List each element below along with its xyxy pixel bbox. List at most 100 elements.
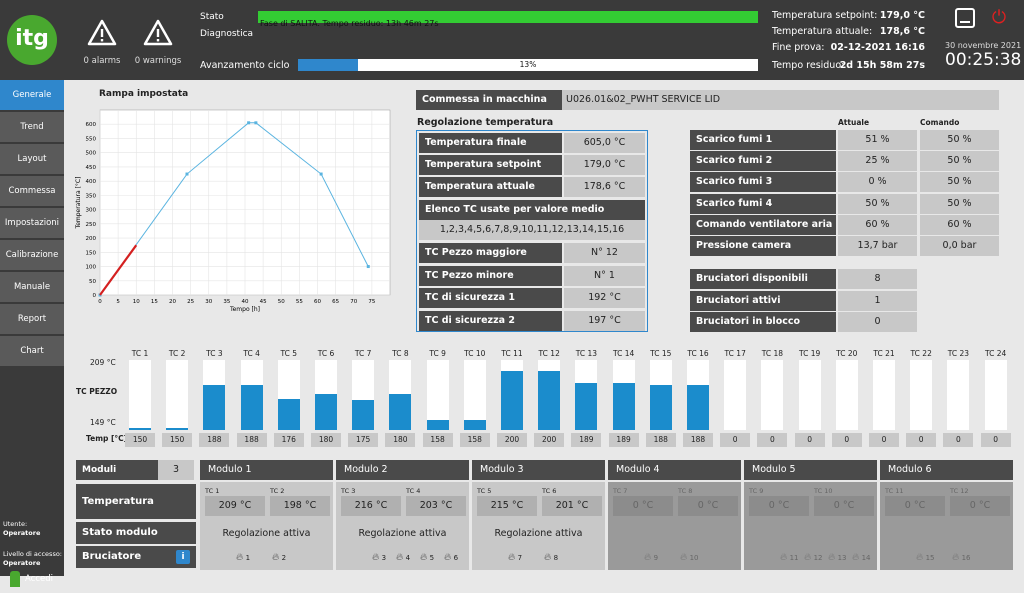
tc-value-1: 150 xyxy=(125,433,155,447)
sidebar-item-chart[interactable]: Chart xyxy=(0,336,64,367)
modulo-tc-name: TC 8 xyxy=(678,487,693,495)
moduli-abilitati-value: 3 xyxy=(158,460,194,480)
sidebar-item-impostazioni[interactable]: Impostazioni xyxy=(0,208,64,239)
tc-name-13: TC 13 xyxy=(575,349,598,358)
sidebar-item-manuale[interactable]: Manuale xyxy=(0,272,64,303)
series-line-2 xyxy=(99,244,138,296)
reg2-label-2: TC Pezzo minore xyxy=(419,265,562,286)
tc-bar-fill-7 xyxy=(352,399,375,430)
burner-number: 8 xyxy=(553,554,559,562)
scarico-label-6: Pressione camera xyxy=(690,236,836,256)
series-line-1 xyxy=(99,122,369,296)
tc-name-4: TC 4 xyxy=(243,349,260,358)
flame-icon: 🔥︎ 13 xyxy=(828,552,847,563)
x-tick-label: 0 xyxy=(98,299,102,305)
reg-label-3: Temperatura attuale xyxy=(419,177,562,197)
tc-name-18: TC 18 xyxy=(761,349,784,358)
tc-bar-12 xyxy=(538,360,561,430)
sidebar-item-calibrazione-tc[interactable]: Calibrazione TC xyxy=(0,240,64,291)
y-axis-label: Temperatura [°C] xyxy=(75,177,82,230)
flame-icon: 🔥︎ 12 xyxy=(804,552,823,563)
moduli-abilitati-label: Moduli abilitati xyxy=(76,460,158,495)
sidebar-item-generale[interactable]: Generale xyxy=(0,80,64,111)
burner-number: 6 xyxy=(453,554,459,562)
clock: 00:25:38 xyxy=(945,50,1022,70)
power-icon[interactable]: ⏻ xyxy=(991,7,1007,28)
modulo-tc-name: TC 7 xyxy=(613,487,628,495)
x-tick-label: 25 xyxy=(187,299,194,305)
accedi-button[interactable]: Accedi xyxy=(0,565,64,593)
burner-number: 5 xyxy=(429,554,435,562)
sidebar-item-report[interactable]: Report xyxy=(0,304,64,335)
reg2-label-3: TC di sicurezza 1 xyxy=(419,288,562,308)
warning-icon xyxy=(87,19,117,46)
tc-value-19: 0 xyxy=(794,433,825,447)
modulo-tc-value: 0 °C xyxy=(814,496,874,516)
modulo-body-3: TC 5 215 °C TC 6 201 °C Regolazione attiva 🔥︎… xyxy=(472,482,605,570)
tc-bar-8 xyxy=(389,360,412,430)
bruciatori-value-3: 0 xyxy=(838,312,917,332)
col-attuale: Attuale xyxy=(838,118,870,127)
burner-number: 13 xyxy=(837,554,847,562)
tc-bar-fill-15 xyxy=(649,384,672,430)
tc-bar-fill-5 xyxy=(277,398,300,430)
modulo-tc-value: 0 °C xyxy=(678,496,738,516)
y-tick-label: 400 xyxy=(86,179,97,185)
burner-number: 14 xyxy=(861,554,871,562)
reg2-value-3: 192 °C xyxy=(564,288,645,308)
reg-value-2: 179,0 °C xyxy=(564,155,645,175)
modulo-tc-name: TC 1 xyxy=(205,487,220,495)
modulo-tc-name: TC 2 xyxy=(270,487,285,495)
tc-bar-15 xyxy=(649,360,672,430)
tc-bar-3 xyxy=(203,360,226,430)
tc-bar-4 xyxy=(240,360,263,430)
rampa-chart: 0 50 100 150 200 250 300 350 400 450 500 550 600 0 5 10… xyxy=(75,109,391,313)
stato-text: Fase di SALITA. Tempo residuo: 13h 46m 2… xyxy=(260,19,439,28)
tc-value-21: 0 xyxy=(869,433,899,447)
col-comando: Comando xyxy=(920,118,960,127)
avanzamento-progress: 13% xyxy=(298,59,758,71)
utente-label: Utente: xyxy=(3,520,28,528)
tc-bar-21 xyxy=(873,360,895,430)
flame-icon: 🔥︎ 14 xyxy=(852,552,871,563)
modulo-body-2: TC 3 216 °C TC 4 203 °C Regolazione attiva 🔥︎… xyxy=(336,482,469,570)
regolazione-title: Regolazione temperatura xyxy=(417,117,554,128)
modulo-tc-name: TC 12 xyxy=(950,487,969,495)
tc-value-9: 158 xyxy=(422,433,453,447)
tc-value-7: 175 xyxy=(348,433,379,447)
sidebar-item-trend[interactable]: Trend xyxy=(0,112,64,143)
sidebar-item-commessa[interactable]: Commessa xyxy=(0,176,64,207)
scarico-attuale-4: 50 % xyxy=(838,193,917,214)
reg-value-3: 178,6 °C xyxy=(564,177,645,197)
sidebar-item-layout[interactable]: Layout xyxy=(0,144,64,175)
warnings-indicator[interactable]: 0 warnings xyxy=(133,18,183,67)
x-tick-label: 40 xyxy=(242,299,249,305)
tc-bar-13 xyxy=(575,360,598,430)
diagnostica-label: Diagnostica xyxy=(200,29,254,39)
burner-number: 4 xyxy=(405,554,411,562)
flame-icon: 🔥︎ 3 xyxy=(372,552,387,563)
tc-name-22: TC 22 xyxy=(910,349,932,358)
minimize-icon[interactable] xyxy=(955,8,975,28)
tc-value-17: 0 xyxy=(720,433,751,447)
scarico-comando-1: 50 % xyxy=(920,130,999,150)
tc-bar-20 xyxy=(835,360,858,430)
scarico-label-3: Scarico fumi 3 xyxy=(690,172,836,193)
flame-icon: 🔥︎ 5 xyxy=(420,552,435,563)
elenco-tc-value: 1,2,3,4,5,6,7,8,9,10,11,12,13,14,15,16 xyxy=(419,220,645,240)
avanzamento-label: Avanzamento ciclo xyxy=(200,60,290,71)
tc-name-24: TC 24 xyxy=(984,349,1007,358)
top-bar: itg 0 alarms 0 warnings Stato Diagnostic… xyxy=(0,0,1024,80)
info-icon[interactable]: i xyxy=(176,550,190,564)
modulo-stato: Regolazione attiva xyxy=(358,528,447,539)
scarico-comando-6: 0,0 bar xyxy=(920,236,999,256)
burner-number: 3 xyxy=(381,554,387,562)
data-point xyxy=(319,172,323,176)
y-tick-label: 600 xyxy=(86,122,97,128)
tc-bar-fill-11 xyxy=(501,370,523,430)
alarms-indicator[interactable]: 0 alarms xyxy=(77,18,127,67)
scarico-label-1: Scarico fumi 1 xyxy=(690,130,836,150)
tc-bar-18 xyxy=(761,360,784,430)
tc-bar-fill-6 xyxy=(315,393,337,430)
